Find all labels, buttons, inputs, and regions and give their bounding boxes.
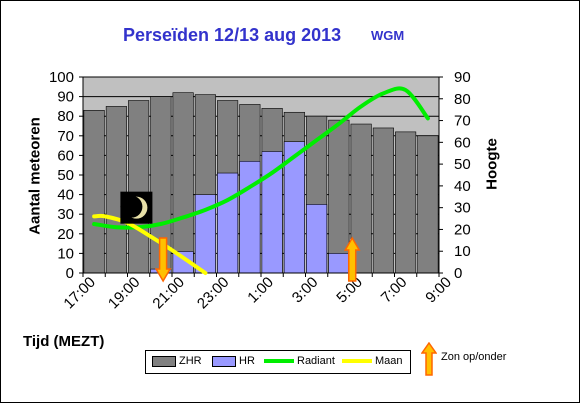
- bar-zhr: [395, 131, 417, 274]
- y-tick-label: 10: [57, 245, 74, 262]
- y-axis-title: Aantal meteoren: [26, 117, 44, 235]
- y2-tick-label: 60: [454, 134, 471, 151]
- bar-hr: [306, 204, 328, 274]
- y2-tick-label: 80: [454, 91, 471, 108]
- y-tick-label: 40: [57, 187, 74, 204]
- x-tick-label: 7:00: [378, 274, 411, 307]
- legend-swatch-radiant: [264, 359, 294, 364]
- legend-item-hr: HR: [212, 355, 255, 367]
- y-tick-label: 0: [66, 265, 74, 282]
- legend-label-zhr: ZHR: [179, 355, 202, 368]
- bar-zhr: [83, 110, 105, 274]
- moon-icon: [120, 195, 143, 218]
- y2-tick-label: 0: [454, 265, 462, 282]
- legend-label-hr: HR: [239, 355, 255, 368]
- chart-title: Perseïden 12/13 aug 2013: [123, 25, 342, 45]
- y-tick-label: 30: [57, 206, 74, 223]
- bar-zhr: [105, 106, 127, 274]
- y-tick-label: 90: [57, 89, 74, 106]
- legend-item-maan: Maan: [342, 355, 403, 367]
- x-axis-title: Tijd (MEZT): [23, 333, 105, 350]
- legend-item-radiant: Radiant: [264, 355, 335, 367]
- legend-swatch-hr: [212, 355, 236, 367]
- x-tick-label: 23:00: [194, 274, 233, 313]
- sunset-arrow-icon: [154, 237, 172, 283]
- legend-swatch-zhr: [152, 355, 176, 367]
- y2-tick-label: 90: [454, 69, 471, 86]
- y2-tick-label: 70: [454, 113, 471, 130]
- sun-arrow-legend-icon: [421, 342, 437, 376]
- legend-label-radiant: Radiant: [297, 355, 335, 368]
- y2-axis-title: Hoogte: [483, 138, 501, 190]
- y2-tick-label: 40: [454, 178, 471, 195]
- sun-legend-label: Zon op/onder: [441, 351, 507, 363]
- bar-hr: [328, 253, 350, 274]
- legend-swatch-maan: [342, 359, 372, 364]
- bar-zhr: [417, 135, 439, 274]
- bar-hr: [217, 172, 239, 274]
- y2-tick-label: 10: [454, 243, 471, 260]
- legend-label-maan: Maan: [375, 355, 403, 368]
- line-radiant: [92, 86, 430, 230]
- y2-tick-label: 30: [454, 200, 471, 217]
- y-tick-label: 20: [57, 226, 74, 243]
- y-tick-label: 80: [57, 108, 74, 125]
- bar-hr: [239, 160, 261, 274]
- legend-item-zhr: ZHR: [152, 355, 202, 367]
- y-tick-label: 70: [57, 128, 74, 145]
- legend: ZHR HR Radiant Maan: [145, 350, 411, 374]
- bar-zhr: [372, 127, 394, 274]
- y-tick-label: 60: [57, 147, 74, 164]
- x-tick-label: 1:00: [244, 274, 277, 307]
- y-tick-label: 100: [49, 69, 74, 86]
- sunrise-arrow-icon: [343, 236, 361, 282]
- y2-tick-label: 20: [454, 221, 471, 238]
- x-tick-label: 3:00: [289, 274, 322, 307]
- bar-zhr: [172, 92, 194, 274]
- line-maan: [92, 213, 208, 275]
- y2-tick-label: 50: [454, 156, 471, 173]
- x-tick-label: 21:00: [149, 274, 188, 313]
- chart-tag: WGM: [371, 28, 405, 43]
- y-tick-label: 50: [57, 167, 74, 184]
- bar-zhr: [128, 100, 150, 274]
- x-tick-label: 9:00: [422, 274, 455, 307]
- x-tick-label: 19:00: [105, 274, 144, 313]
